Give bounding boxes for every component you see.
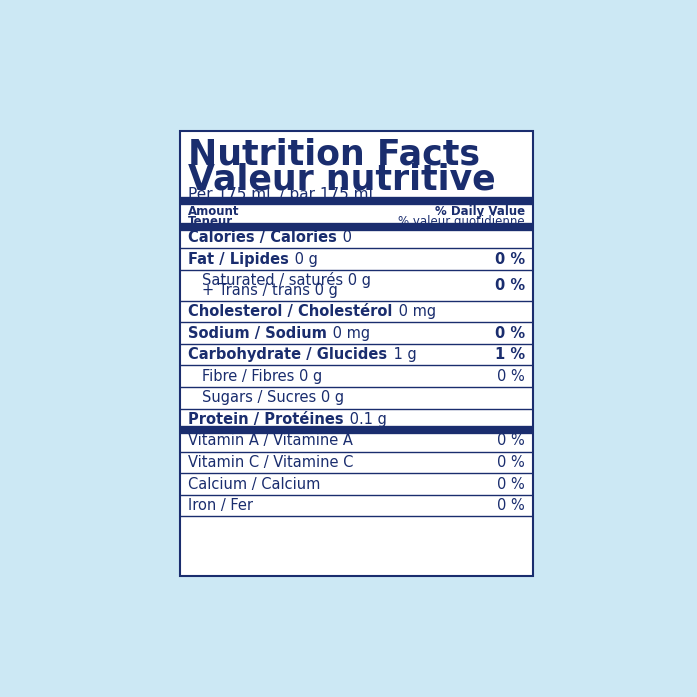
Text: Vitamin A / Vitamine A: Vitamin A / Vitamine A: [188, 434, 353, 448]
Text: 0 %: 0 %: [497, 455, 525, 470]
Text: Nutrition Facts: Nutrition Facts: [188, 137, 480, 171]
Bar: [180, 131, 533, 576]
Text: 0.1 g: 0.1 g: [345, 412, 387, 427]
Text: Cholesterol / Cholestérol: Cholesterol / Cholestérol: [188, 304, 392, 319]
Text: 0: 0: [338, 230, 352, 245]
Text: Calories / Calories: Calories / Calories: [188, 230, 337, 245]
Text: 1 g: 1 g: [388, 347, 416, 362]
Text: Vitamin C / Vitamine C: Vitamin C / Vitamine C: [188, 455, 353, 470]
Text: Amount: Amount: [188, 204, 239, 217]
Text: Fibre / Fibres 0 g: Fibre / Fibres 0 g: [202, 369, 322, 384]
Text: 0 %: 0 %: [497, 477, 525, 491]
Text: % Daily Value: % Daily Value: [435, 204, 525, 217]
Text: Protein / Protéines: Protein / Protéines: [188, 412, 344, 427]
Text: % valeur quotidienne: % valeur quotidienne: [399, 215, 525, 227]
Text: 0 %: 0 %: [497, 369, 525, 384]
Text: Carbohydrate / Glucides: Carbohydrate / Glucides: [188, 347, 387, 362]
Text: Fat / Lipides: Fat / Lipides: [188, 252, 289, 267]
Text: Per 175 mL / par 175 mL: Per 175 mL / par 175 mL: [188, 187, 377, 202]
Text: 0 %: 0 %: [495, 325, 525, 341]
Text: Calcium / Calcium: Calcium / Calcium: [188, 477, 320, 491]
Text: 1 %: 1 %: [495, 347, 525, 362]
Text: 0 g: 0 g: [290, 252, 318, 267]
Text: 0 %: 0 %: [497, 498, 525, 513]
Text: + Trans / trans 0 g: + Trans / trans 0 g: [202, 283, 338, 298]
Text: 0 %: 0 %: [497, 434, 525, 448]
Text: Sodium / Sodium: Sodium / Sodium: [188, 325, 327, 341]
Text: 0 mg: 0 mg: [328, 325, 370, 341]
Text: Iron / Fer: Iron / Fer: [188, 498, 253, 513]
Text: Valeur nutritive: Valeur nutritive: [188, 162, 496, 196]
Text: Teneur: Teneur: [188, 215, 233, 227]
Text: Sugars / Sucres 0 g: Sugars / Sucres 0 g: [202, 390, 344, 405]
Text: 0 mg: 0 mg: [394, 304, 436, 319]
Text: 0 %: 0 %: [495, 278, 525, 293]
Text: 0 %: 0 %: [495, 252, 525, 267]
Text: Saturated / saturés 0 g: Saturated / saturés 0 g: [202, 273, 371, 289]
